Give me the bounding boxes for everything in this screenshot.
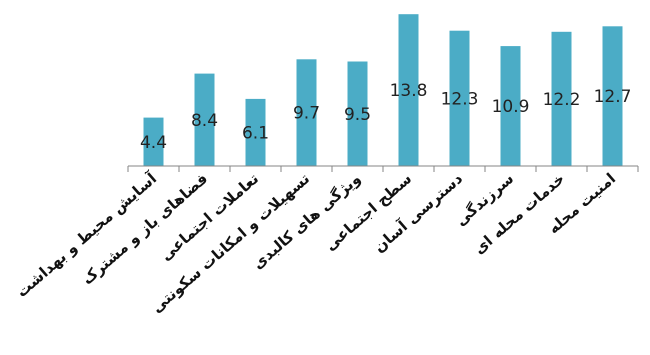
bar-10 xyxy=(602,26,623,166)
bars-layer xyxy=(143,14,623,167)
data-label-4: 9.7 xyxy=(293,104,320,124)
bar-5 xyxy=(347,61,368,166)
data-label-5: 9.5 xyxy=(344,105,371,125)
category-label-7: دسترسی آسان xyxy=(370,169,466,256)
data-label-9: 12.2 xyxy=(543,90,581,110)
data-label-6: 13.8 xyxy=(390,81,428,101)
bar-4 xyxy=(296,59,317,166)
data-label-1: 4.4 xyxy=(140,133,167,153)
bar-1 xyxy=(143,117,164,166)
bar-9 xyxy=(551,31,572,166)
category-label-9: خدمات محله ای xyxy=(470,169,568,257)
bar-6 xyxy=(398,14,419,167)
data-label-8: 10.9 xyxy=(492,97,530,117)
bar-7 xyxy=(449,30,470,167)
data-label-2: 8.4 xyxy=(191,111,218,131)
bar-2 xyxy=(194,73,215,166)
bar-3 xyxy=(245,98,266,166)
bar-8 xyxy=(500,46,521,166)
category-label-6: سطح اجتماعی xyxy=(321,169,415,254)
data-label-10: 12.7 xyxy=(594,87,632,107)
data-label-3: 6.1 xyxy=(242,123,269,143)
data-label-7: 12.3 xyxy=(441,89,479,109)
axis-layer xyxy=(127,165,639,172)
